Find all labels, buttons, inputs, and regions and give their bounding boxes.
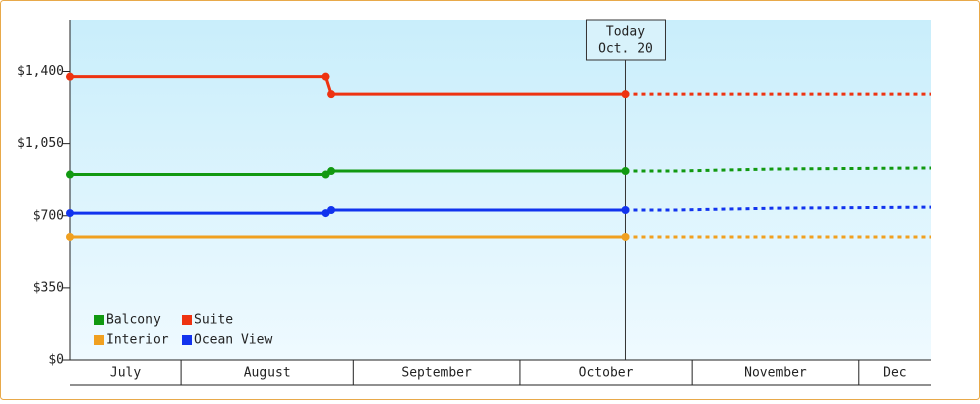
legend-label: Ocean View <box>194 333 272 348</box>
price-point <box>621 167 630 176</box>
legend-label: Suite <box>194 313 233 328</box>
legend-swatch <box>94 315 104 325</box>
price-point <box>66 72 74 81</box>
price-point <box>321 72 330 81</box>
legend-swatch <box>182 315 192 325</box>
y-tick-label: $1,400 <box>17 64 64 79</box>
forecast-line <box>625 205 932 212</box>
forecast-line <box>625 166 932 173</box>
price-point <box>66 170 74 179</box>
legend-label: Balcony <box>106 313 161 328</box>
price-point <box>327 90 336 99</box>
x-period-label: July <box>110 366 141 381</box>
x-period-label: October <box>579 366 634 381</box>
y-tick-label: $700 <box>33 208 64 223</box>
x-period-label: Dec <box>883 366 906 381</box>
x-period-label: November <box>744 366 807 381</box>
y-tick-label: $0 <box>48 353 64 368</box>
price-point <box>66 232 74 241</box>
legend-swatch <box>182 335 192 345</box>
price-point <box>621 90 630 99</box>
today-box <box>585 19 666 61</box>
price-line <box>70 75 626 96</box>
x-period-label: August <box>244 366 291 381</box>
plot-area <box>70 20 931 360</box>
y-tick-label: $350 <box>33 280 64 295</box>
price-point <box>66 209 74 218</box>
x-period-label: September <box>401 366 472 381</box>
y-tick-label: $1,050 <box>17 136 64 151</box>
legend-swatch <box>94 335 104 345</box>
today-label: Today <box>606 25 645 40</box>
price-point <box>327 167 336 176</box>
price-point <box>621 205 630 214</box>
price-point <box>621 232 630 241</box>
legend-label: Interior <box>106 333 169 348</box>
today-date: Oct. 20 <box>598 42 653 57</box>
price-point <box>327 205 336 214</box>
